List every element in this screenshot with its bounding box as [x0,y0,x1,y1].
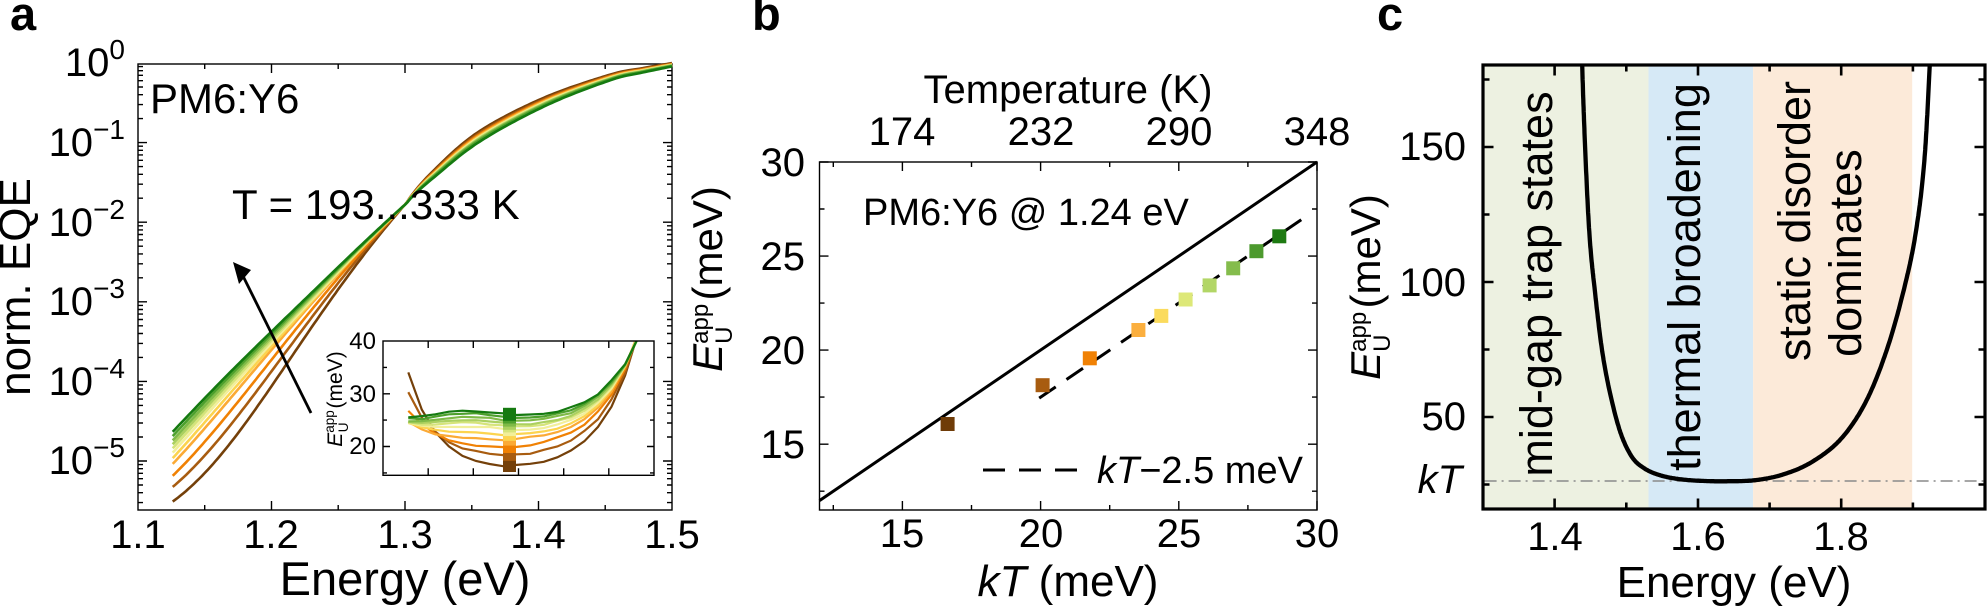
svg-text:1.1: 1.1 [110,513,166,557]
svg-text:20: 20 [761,329,806,373]
svg-text:a: a [10,0,37,40]
svg-text:20: 20 [1019,512,1064,556]
svg-text:Energy (eV): Energy (eV) [1617,558,1852,606]
svg-text:10−1: 10−1 [49,114,125,165]
svg-text:10−3: 10−3 [49,273,125,324]
svg-text:c: c [1377,0,1403,40]
svg-text:EappU(meV): EappU(meV) [1342,194,1396,380]
svg-text:1.2: 1.2 [243,513,299,557]
svg-text:T = 193...333 K: T = 193...333 K [232,181,520,228]
svg-text:150: 150 [1399,125,1466,169]
svg-text:10−5: 10−5 [49,432,125,483]
svg-text:1.3: 1.3 [377,513,433,557]
svg-text:1.8: 1.8 [1813,515,1869,559]
svg-text:15: 15 [880,512,925,556]
svg-text:25: 25 [761,235,806,279]
svg-text:30: 30 [349,381,376,408]
svg-text:1.4: 1.4 [1527,515,1583,559]
svg-text:Temperature (K): Temperature (K) [924,68,1213,112]
svg-text:40: 40 [349,328,376,355]
svg-text:15: 15 [761,423,806,467]
svg-text:1.5: 1.5 [644,513,700,557]
svg-text:dominates: dominates [1820,149,1871,357]
svg-text:30: 30 [1295,512,1340,556]
svg-text:PM6:Y6: PM6:Y6 [150,75,299,122]
svg-text:1.6: 1.6 [1670,515,1726,559]
svg-text:thermal broadening: thermal broadening [1659,83,1710,471]
svg-text:348: 348 [1284,110,1351,154]
svg-text:30: 30 [761,141,806,185]
svg-text:10−4: 10−4 [49,353,125,404]
svg-text:b: b [752,0,781,40]
svg-text:20: 20 [349,433,376,460]
svg-text:kT−2.5 meV: kT−2.5 meV [1097,450,1304,492]
svg-text:PM6:Y6 @ 1.24 eV: PM6:Y6 @ 1.24 eV [863,192,1190,234]
svg-text:mid-gap trap states: mid-gap trap states [1511,91,1562,476]
svg-text:100: 100 [65,34,125,85]
svg-text:25: 25 [1157,512,1202,556]
svg-text:174: 174 [869,110,936,154]
svg-text:EappU(meV): EappU(meV) [684,186,738,372]
svg-text:232: 232 [1008,110,1075,154]
svg-text:290: 290 [1146,110,1213,154]
svg-text:10−2: 10−2 [49,194,125,245]
svg-text:Energy (eV): Energy (eV) [280,552,531,605]
svg-text:50: 50 [1422,395,1467,439]
svg-text:1.4: 1.4 [510,513,566,557]
svg-text:kT (meV): kT (meV) [978,557,1159,606]
svg-text:static disorder: static disorder [1769,81,1820,361]
svg-text:norm. EQE: norm. EQE [0,178,40,396]
svg-text:100: 100 [1399,261,1466,305]
svg-text:EappU(meV): EappU(meV) [322,351,351,446]
svg-text:kT: kT [1418,458,1465,502]
